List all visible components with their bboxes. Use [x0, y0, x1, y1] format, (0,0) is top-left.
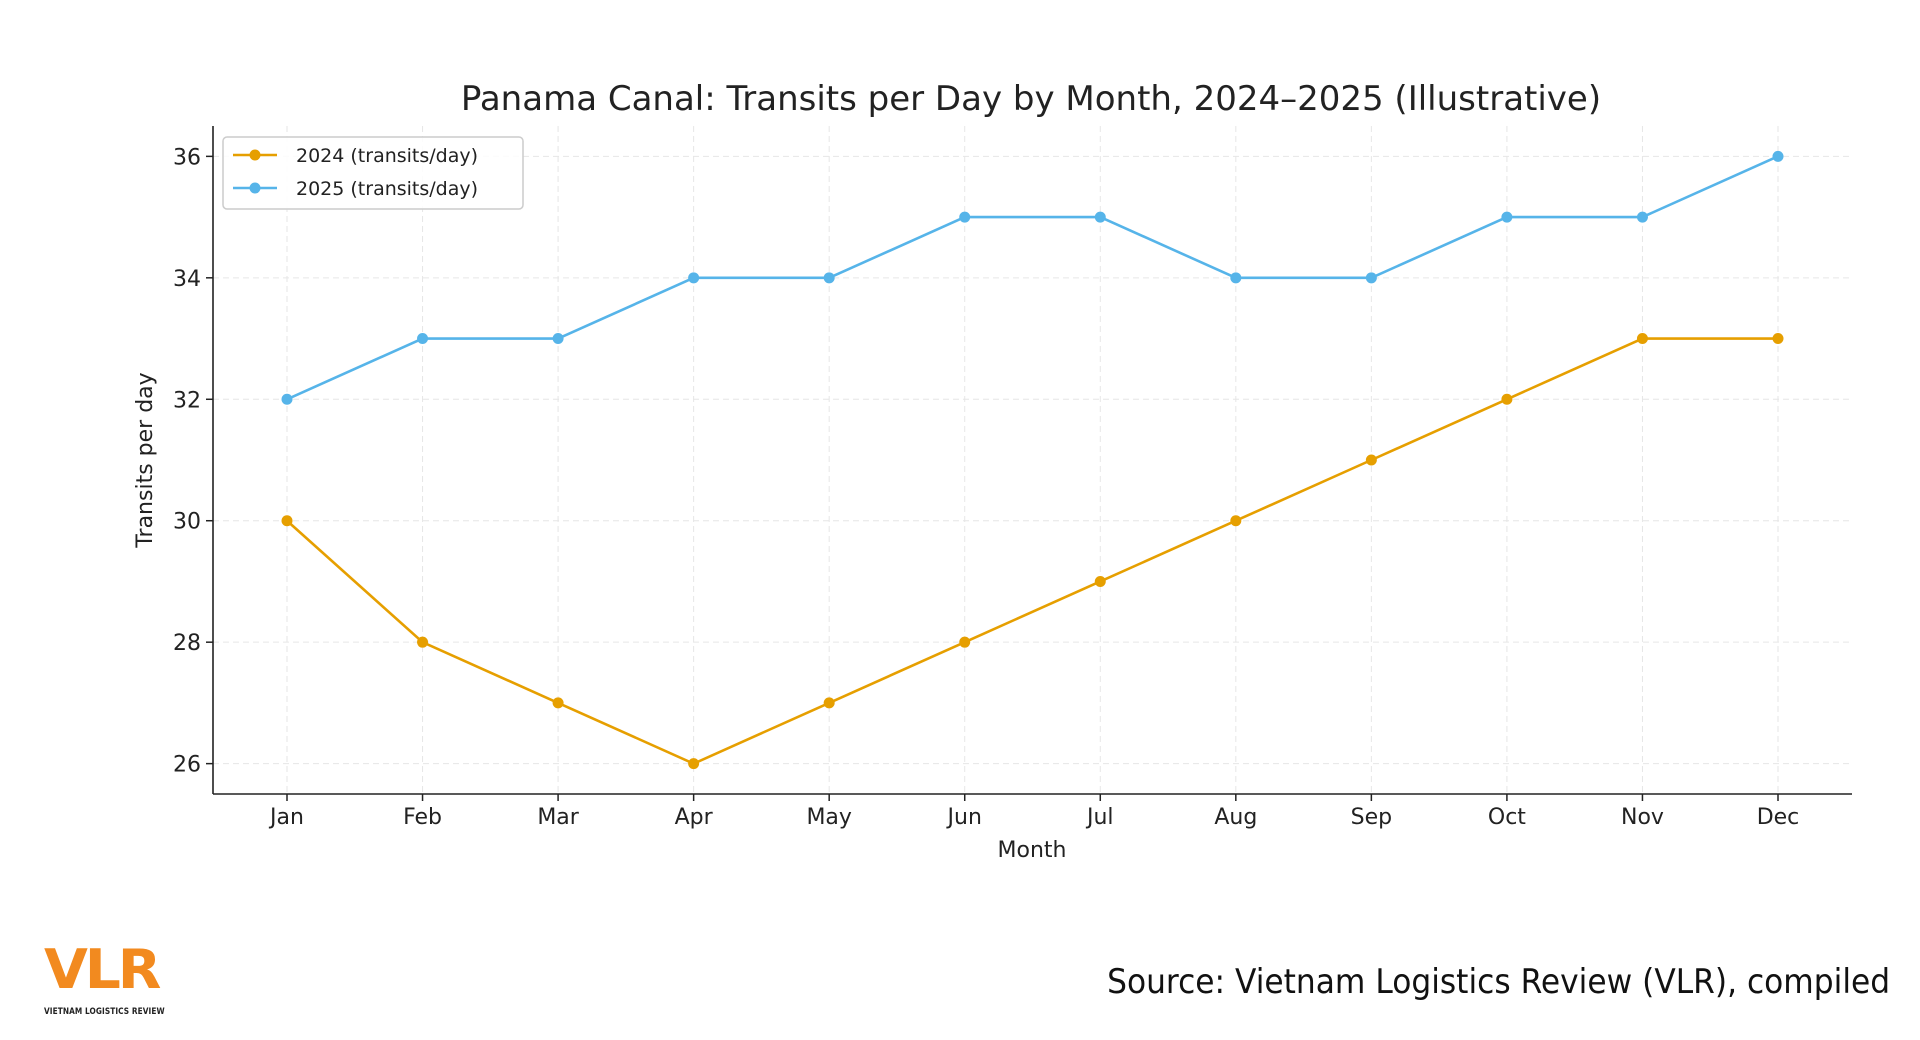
y-tick-label: 28 — [173, 631, 201, 656]
legend-label-2024: 2024 (transits/day) — [296, 145, 478, 167]
series — [281, 150, 1784, 770]
data-point — [1094, 211, 1106, 223]
source-note: Source: Vietnam Logistics Review (VLR), … — [1106, 962, 1890, 1002]
logo-subtitle: VIETNAM LOGISTICS REVIEW — [44, 1007, 165, 1017]
y-tick-label: 30 — [173, 510, 201, 535]
x-tick-label: Feb — [403, 805, 442, 830]
y-axis-label: Transits per day — [133, 372, 158, 548]
legend-marker-2025 — [249, 182, 261, 194]
data-point — [1772, 333, 1784, 345]
data-point — [1501, 393, 1513, 405]
x-axis-label: Month — [998, 838, 1067, 863]
x-tick-label: Aug — [1214, 805, 1257, 830]
data-point — [281, 515, 293, 527]
grid — [213, 126, 1852, 794]
data-point — [1501, 211, 1513, 223]
series-line-2024 — [286, 337, 1778, 766]
legend-marker-2024 — [249, 149, 261, 161]
x-tick-label: Dec — [1757, 805, 1800, 830]
data-point — [823, 272, 835, 284]
x-tick-label: Apr — [675, 805, 714, 830]
data-point — [1230, 272, 1242, 284]
legend-label-2025: 2025 (transits/day) — [296, 178, 478, 200]
x-tick-label: Jan — [268, 805, 304, 830]
data-point — [281, 393, 293, 405]
data-point — [417, 636, 429, 648]
data-point — [1230, 515, 1242, 527]
data-point — [552, 697, 564, 709]
x-tick-label: Oct — [1488, 805, 1526, 830]
data-point — [1772, 150, 1784, 162]
data-point — [1636, 211, 1648, 223]
x-tick-label: Mar — [537, 805, 579, 830]
logo-mark: VLR — [44, 938, 161, 1001]
legend: 2024 (transits/day) 2025 (transits/day) — [222, 136, 524, 210]
ticks: Jan Feb Mar Apr May Jun Jul Aug Sep Oct Nov Dec 26 28… — [173, 145, 1799, 830]
x-tick-label: May — [806, 805, 851, 830]
y-tick-label: 32 — [173, 388, 201, 413]
data-point — [417, 333, 429, 345]
x-tick-label: Sep — [1351, 805, 1392, 830]
y-tick-label: 34 — [173, 267, 201, 292]
axes — [212, 126, 1852, 795]
data-point — [688, 272, 700, 284]
data-point — [1636, 333, 1648, 345]
data-point — [688, 758, 700, 770]
data-point — [959, 636, 971, 648]
y-tick-label: 26 — [173, 753, 201, 778]
data-point — [552, 333, 564, 345]
data-point — [1365, 454, 1377, 466]
data-point — [1094, 575, 1106, 587]
data-point — [1365, 272, 1377, 284]
chart-title: Panama Canal: Transits per Day by Month,… — [461, 79, 1601, 119]
data-point — [959, 211, 971, 223]
series-line-2025 — [286, 155, 1779, 401]
data-point — [823, 697, 835, 709]
x-tick-label: Jun — [946, 805, 982, 830]
legend-box — [222, 136, 524, 210]
vlr-logo: VLR VIETNAM LOGISTICS REVIEW — [44, 940, 174, 1018]
x-tick-label: Jul — [1085, 805, 1114, 830]
y-tick-label: 36 — [173, 145, 201, 170]
x-tick-label: Nov — [1621, 805, 1664, 830]
